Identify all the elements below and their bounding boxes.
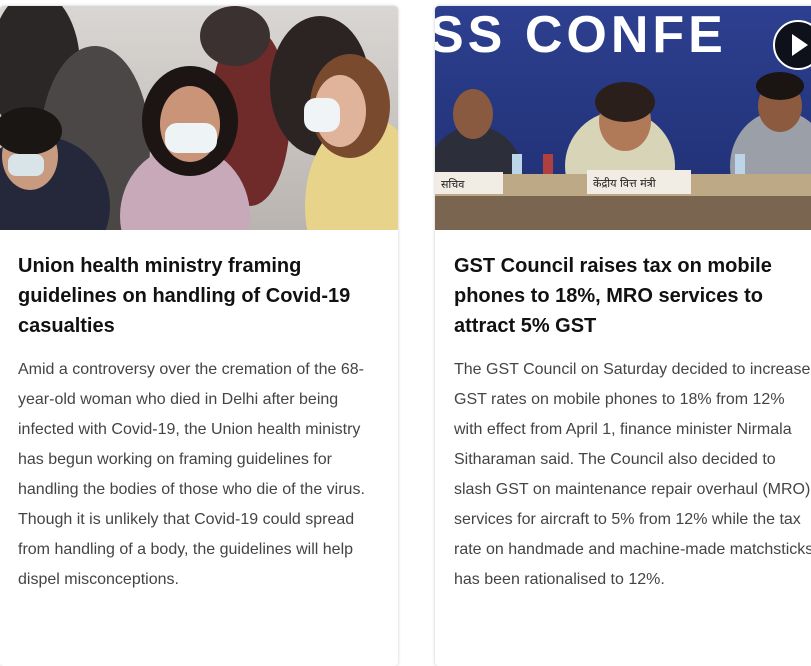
article-thumbnail[interactable] bbox=[0, 6, 398, 230]
article-headline[interactable]: Union health ministry framing guidelines… bbox=[18, 255, 351, 337]
masked-people-photo bbox=[0, 6, 398, 230]
article-summary: The GST Council on Saturday decided to i… bbox=[454, 361, 811, 588]
article-thumbnail[interactable]: SS CONFE सचिव केंद्रीय वित्त मंत्री bbox=[435, 6, 811, 230]
video-play-button[interactable] bbox=[773, 20, 811, 70]
banner-text: SS CONFE bbox=[435, 6, 727, 64]
article-headline[interactable]: GST Council raises tax on mobile phones … bbox=[454, 255, 772, 337]
play-icon bbox=[792, 34, 808, 56]
article-card[interactable]: Union health ministry framing guidelines… bbox=[0, 6, 398, 666]
nameplate-left: सचिव bbox=[441, 178, 465, 191]
nameplate-center: केंद्रीय वित्त मंत्री bbox=[593, 177, 656, 190]
article-card[interactable]: SS CONFE सचिव केंद्रीय वित्त मंत्री GST … bbox=[435, 6, 811, 666]
article-summary: Amid a controversy over the cremation of… bbox=[18, 361, 365, 588]
press-conference-photo: SS CONFE सचिव केंद्रीय वित्त मंत्री bbox=[435, 6, 811, 230]
